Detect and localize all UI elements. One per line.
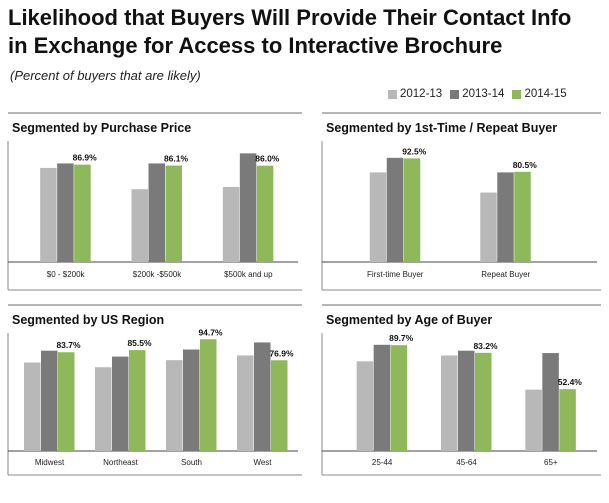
bar-2014-15-1 [390,345,408,451]
legend-label-2014-15: 2014-15 [524,88,567,100]
category-label: Midwest [35,458,65,467]
panel-title: Segmented by 1st-Time / Repeat Buyer [326,121,557,135]
bar-2012-13-1 [369,172,387,262]
bar-2013-14-2 [497,172,514,262]
data-label: 52.4% [558,377,583,387]
bar-2014-15-1 [58,352,75,451]
bar-2014-15-3 [559,389,576,451]
legend-item-2012-13: 2012-13 [388,88,442,100]
chart-panel-2: Segmented by 1st-Time / Repeat Buyer 92.5… [321,112,601,291]
bar-2013-14-3 [239,153,257,262]
bar-2013-14-3 [183,349,200,451]
bar-2014-15-2 [129,350,146,451]
bar-2014-15-2 [514,171,531,262]
bar-2013-14-1 [57,163,74,262]
bar-2012-13-1 [356,361,374,451]
data-label: 92.5% [402,146,427,156]
legend-item-2013-14: 2013-14 [450,88,504,100]
legend-swatch-2014-15 [512,89,522,99]
data-label: 83.7% [56,340,81,350]
chart-subtitle: (Percent of buyers that are likely) [10,68,201,83]
chart-title: Likelihood that Buyers Will Provide Thei… [8,4,608,60]
legend-swatch-2012-13 [388,89,397,99]
data-label: 76.9% [269,348,294,358]
bar-2012-13-3 [525,389,542,451]
category-label: $500k and up [224,270,273,279]
bar-2014-15-4 [271,360,288,451]
data-label: 80.5% [513,160,538,170]
chart-panel-3: Segmented by US Region 83.7% Midwest 85.5% N… [7,304,302,476]
data-label: 89.7% [389,333,414,343]
bar-2014-15-1 [403,158,421,262]
bar-2012-13-4 [237,355,254,451]
bar-2014-15-2 [165,165,182,262]
panel-title: Segmented by US Region [12,313,164,327]
chart-panel-4: Segmented by Age of Buyer 89.7% 25-44 83.2%… [321,304,601,476]
data-label: 83.2% [473,341,498,351]
category-label: Northeast [103,458,138,467]
chart-title-line-2: in Exchange for Access to Interactive Br… [8,33,503,58]
data-label: 86.0% [255,154,280,164]
bar-2014-15-2 [475,352,492,451]
category-label: 45-64 [456,458,477,467]
legend-label-2012-13: 2012-13 [400,88,443,100]
chart-panel-1: Segmented by Purchase Price 86.9% $0 - $20… [7,112,302,291]
bar-2012-13-2 [95,367,112,451]
bar-2013-14-1 [386,157,404,262]
bar-2012-13-3 [222,186,240,262]
category-label: First-time Buyer [367,270,424,279]
chart-title-line-1: Likelihood that Buyers Will Provide Thei… [8,5,572,30]
data-label: 86.9% [73,153,98,163]
category-label: 25-44 [372,458,393,467]
legend: 2012-13 2013-14 2014-15 [388,88,567,100]
bar-2012-13-3 [166,360,183,451]
bar-2012-13-2 [441,355,458,451]
category-label: South [181,458,202,467]
bar-2014-15-3 [200,339,217,451]
bar-2014-15-3 [256,165,274,262]
panel-title: Segmented by Purchase Price [12,121,191,135]
data-label: 94.7% [198,327,223,337]
bar-2013-14-3 [542,353,559,451]
legend-item-2014-15: 2014-15 [512,88,567,100]
category-label: Repeat Buyer [481,270,530,279]
bar-2012-13-2 [131,189,148,262]
panel-title: Segmented by Age of Buyer [326,313,492,327]
bar-2013-14-4 [254,342,271,451]
bar-2013-14-1 [373,344,391,451]
bar-2012-13-1 [40,167,57,262]
bar-2012-13-1 [24,362,41,451]
data-label: 86.1% [164,154,189,164]
legend-label-2013-14: 2013-14 [462,88,505,100]
category-label: 65+ [544,458,558,467]
legend-swatch-2013-14 [450,89,460,99]
category-label: West [253,458,272,467]
bar-2013-14-2 [148,163,165,262]
category-label: $200k -$500k [133,270,182,279]
category-label: $0 - $200k [47,270,86,279]
bar-2012-13-2 [480,192,497,262]
bar-2013-14-2 [112,356,129,451]
bar-2013-14-2 [458,350,475,451]
bar-2014-15-1 [74,164,91,262]
data-label: 85.5% [127,338,152,348]
bar-2013-14-1 [41,350,58,451]
